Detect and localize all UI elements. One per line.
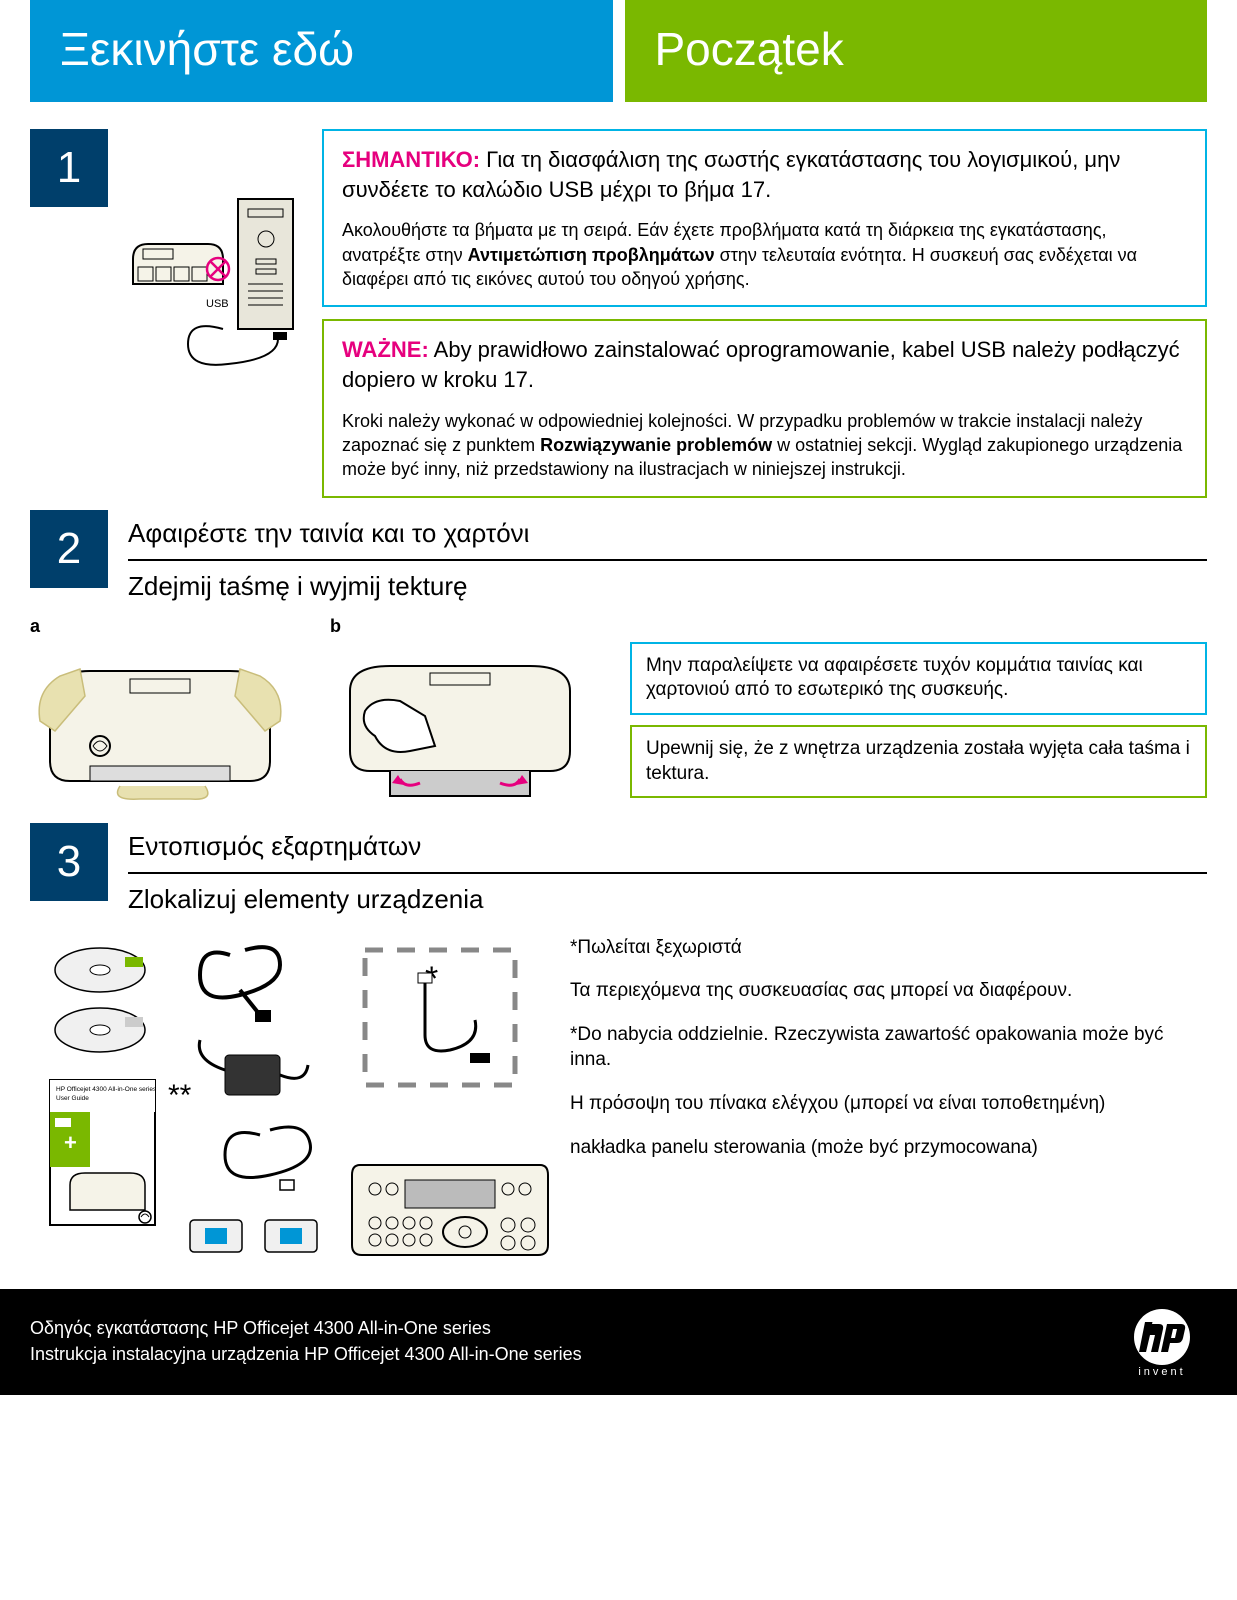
image-b-column: b — [330, 616, 590, 811]
header-title-polish: Początek — [625, 0, 1208, 102]
svg-text:User Guide: User Guide — [56, 1095, 89, 1102]
step-1-body: USB ΣΗΜΑΝΤΙΚΟ: Για τη διασφάλιση της σωσ… — [128, 129, 1207, 498]
content: 1 — [0, 102, 1237, 1265]
note-greek: Μην παραλείψετε να αφαιρέσετε τυχόν κομμ… — [630, 642, 1207, 715]
divider — [128, 872, 1207, 874]
svg-text:HP Officejet 4300 All-in-One s: HP Officejet 4300 All-in-One series — [56, 1086, 157, 1093]
label-b: b — [330, 616, 590, 637]
step-1: 1 — [30, 129, 1207, 498]
step-3-title-polish: Zlokalizuj elementy urządzenia — [128, 878, 1207, 921]
warn-text-polish: Aby prawidłowo zainstalować oprogramowan… — [342, 337, 1180, 392]
faceplate-polish: nakładka panelu sterowania (może być prz… — [570, 1135, 1207, 1161]
step-number-1: 1 — [30, 129, 108, 207]
step-2-notes: Μην παραλείψετε να αφαιρέσετε τυχόν κομμ… — [630, 642, 1207, 799]
step-2: 2 Αφαιρέστε την ταινία και το χαρτόνι Zd… — [30, 510, 1207, 608]
hp-logo: invent — [1117, 1307, 1207, 1377]
footer-line-greek: Οδηγός εγκατάστασης HP Officejet 4300 Al… — [30, 1316, 582, 1341]
step-1-callouts: ΣΗΜΑΝΤΙΚΟ: Για τη διασφάλιση της σωστής … — [322, 129, 1207, 498]
image-a-column: a — [30, 616, 290, 811]
parts-illustration: * HP Officejet 4300 All-in-One series Us… — [30, 935, 550, 1265]
step-3-titles: Εντοπισμός εξαρτημάτων Zlokalizuj elemen… — [128, 823, 1207, 921]
step-number-2: 2 — [30, 510, 108, 588]
footer-text: Οδηγός εγκατάστασης HP Officejet 4300 Al… — [30, 1316, 582, 1366]
divider — [128, 559, 1207, 561]
header-title-greek: Ξεκινήστε εδώ — [30, 0, 613, 102]
printer-open-illustration — [330, 641, 590, 811]
step-3: 3 Εντοπισμός εξαρτημάτων Zlokalizuj elem… — [30, 823, 1207, 921]
sub-text-greek: Ακολουθήστε τα βήματα με τη σειρά. Εάν έ… — [342, 218, 1187, 291]
step-2-titles: Αφαιρέστε την ταινία και το χαρτόνι Zdej… — [128, 510, 1207, 608]
step-2-title-polish: Zdejmij taśmę i wyjmij tekturę — [128, 565, 1207, 608]
svg-text:+: + — [64, 1130, 77, 1155]
step-3-text: *Πωλείται ξεχωριστά Τα περιεχόμενα της σ… — [570, 935, 1207, 1179]
sold-separately-polish: *Do nabycia oddzielnie. Rzeczywista zawa… — [570, 1022, 1207, 1073]
warn-label-greek: ΣΗΜΑΝΤΙΚΟ: — [342, 147, 480, 172]
usb-label: USB — [206, 298, 229, 310]
step-3-parts: * HP Officejet 4300 All-in-One series Us… — [30, 935, 1207, 1265]
step-2-title-greek: Αφαιρέστε την ταινία και το χαρτόνι — [128, 512, 1207, 555]
asterisk-double: ** — [168, 1079, 192, 1112]
step-number-3: 3 — [30, 823, 108, 901]
callout-greek: ΣΗΜΑΝΤΙΚΟ: Για τη διασφάλιση της σωστής … — [322, 129, 1207, 307]
header: Ξεκινήστε εδώ Początek — [0, 0, 1237, 102]
footer: Οδηγός εγκατάστασης HP Officejet 4300 Al… — [0, 1289, 1237, 1395]
label-a: a — [30, 616, 290, 637]
callout-polish: WAŻNE: Aby prawidłowo zainstalować oprog… — [322, 319, 1207, 497]
hp-tagline: invent — [1138, 1366, 1185, 1377]
warn-label-polish: WAŻNE: — [342, 337, 429, 362]
step-3-title-greek: Εντοπισμός εξαρτημάτων — [128, 825, 1207, 868]
contents-vary-greek: Τα περιεχόμενα της συσκευασίας σας μπορε… — [570, 978, 1207, 1004]
faceplate-greek: Η πρόσοψη του πίνακα ελέγχου (μπορεί να … — [570, 1091, 1207, 1117]
note-polish: Upewnij się, że z wnętrza urządzenia zos… — [630, 725, 1207, 798]
step-2-images: a b — [30, 616, 1207, 811]
sub-text-polish: Kroki należy wykonać w odpowiedniej kole… — [342, 409, 1187, 482]
sold-separately-greek: *Πωλείται ξεχωριστά — [570, 935, 1207, 961]
printer-taped-illustration — [30, 641, 290, 811]
footer-line-polish: Instrukcja instalacyjna urządzenia HP Of… — [30, 1342, 582, 1367]
usb-illustration: USB — [128, 189, 308, 389]
